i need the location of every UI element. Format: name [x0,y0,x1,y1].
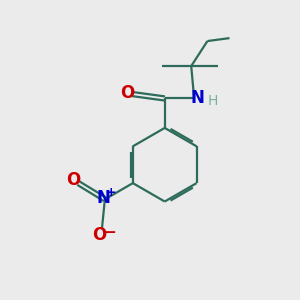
Text: H: H [207,94,218,108]
Text: −: − [104,225,117,240]
Text: O: O [66,171,80,189]
Text: +: + [106,186,117,199]
Text: O: O [120,85,134,103]
Text: N: N [191,89,205,107]
Text: N: N [97,189,110,207]
Text: O: O [92,226,106,244]
